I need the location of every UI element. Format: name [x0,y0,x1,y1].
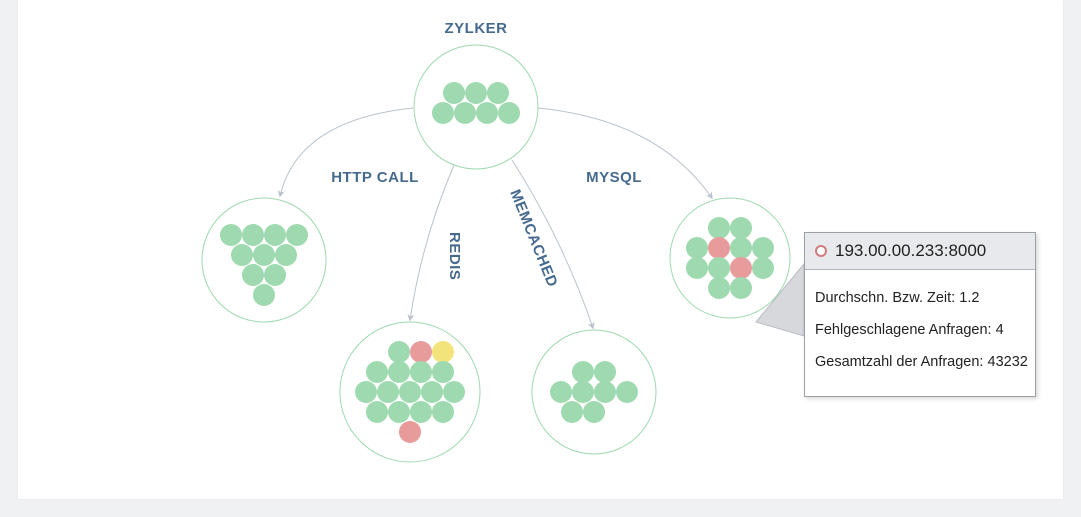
node-label-root: ZYLKER [445,20,508,37]
edge-label-memcached: MEMCACHED [506,187,561,289]
instance-dot[interactable] [388,341,410,363]
instance-dot[interactable] [388,401,410,423]
instance-dot[interactable] [432,361,454,383]
instance-dot[interactable] [730,257,752,279]
instance-dot[interactable] [264,264,286,286]
edge-label-redis: REDIS [446,232,463,280]
instance-dot[interactable] [410,341,432,363]
edge-memcached [512,160,593,328]
status-dot-icon [815,245,827,257]
edge-label-mysql: MYSQL [586,169,642,186]
tooltip-row: Durchschn. Bzw. Zeit: 1.2 [815,290,1023,306]
tooltip-row-label: Gesamtzahl der Anfragen: [815,354,983,370]
instance-dot[interactable] [242,264,264,286]
node-root[interactable]: ZYLKER [414,20,538,169]
tooltip-row-label: Durchschn. Bzw. Zeit: [815,290,955,306]
instance-dot[interactable] [253,284,275,306]
instance-dot[interactable] [752,237,774,259]
instance-dot[interactable] [616,381,638,403]
instance-dot[interactable] [432,401,454,423]
instance-dot[interactable] [366,361,388,383]
instance-dot[interactable] [443,82,465,104]
tooltip-row-value: 4 [996,322,1004,338]
tooltip-row: Fehlgeschlagene Anfragen: 4 [815,322,1023,338]
tooltip-row-label: Fehlgeschlagene Anfragen: [815,322,992,338]
instance-dot[interactable] [708,217,730,239]
instance-dot[interactable] [686,237,708,259]
instance-dot[interactable] [487,82,509,104]
instance-dot[interactable] [561,401,583,423]
instance-dot[interactable] [708,277,730,299]
instance-dot[interactable] [421,381,443,403]
node-http[interactable] [202,198,326,322]
node-memcached[interactable] [532,330,656,454]
node-tooltip: 193.00.00.233:8000 Durchschn. Bzw. Zeit:… [804,232,1036,397]
node-redis[interactable] [340,322,480,462]
instance-dot[interactable] [498,102,520,124]
edge-label-http: HTTP CALL [331,169,419,186]
instance-dot[interactable] [388,361,410,383]
instance-dot[interactable] [366,401,388,423]
instance-dot[interactable] [476,102,498,124]
instance-dot[interactable] [454,102,476,124]
instance-dot[interactable] [583,401,605,423]
instance-dot[interactable] [572,381,594,403]
instance-dot[interactable] [708,237,730,259]
instance-dot[interactable] [377,381,399,403]
tooltip-header: 193.00.00.233:8000 [805,233,1035,270]
node-mysql[interactable] [670,198,790,318]
instance-dot[interactable] [443,381,465,403]
instance-dot[interactable] [253,244,275,266]
diagram-panel: HTTP CALL REDIS MEMCACHED MYSQL ZYLKER 193.0… [18,0,1063,499]
instance-dot[interactable] [550,381,572,403]
tooltip-title: 193.00.00.233:8000 [835,241,986,261]
instance-dot[interactable] [432,341,454,363]
instance-dot[interactable] [730,217,752,239]
instance-dot[interactable] [399,381,421,403]
instance-dot[interactable] [686,257,708,279]
instance-dot[interactable] [242,224,264,246]
instance-dot[interactable] [752,257,774,279]
instance-dot[interactable] [594,361,616,383]
instance-dot[interactable] [465,82,487,104]
tooltip-row: Gesamtzahl der Anfragen: 43232 [815,354,1023,370]
instance-dot[interactable] [231,244,253,266]
instance-dot[interactable] [730,277,752,299]
instance-dot[interactable] [730,237,752,259]
instance-dot[interactable] [264,224,286,246]
instance-dot[interactable] [355,381,377,403]
instance-dot[interactable] [399,421,421,443]
instance-dot[interactable] [432,102,454,124]
instance-dot[interactable] [594,381,616,403]
instance-dot[interactable] [275,244,297,266]
tooltip-row-value: 43232 [988,354,1028,370]
tooltip-row-value: 1.2 [959,290,979,306]
instance-dot[interactable] [708,257,730,279]
instance-dot[interactable] [410,401,432,423]
instance-dot[interactable] [410,361,432,383]
instance-dot[interactable] [220,224,242,246]
instance-dot[interactable] [572,361,594,383]
tooltip-body: Durchschn. Bzw. Zeit: 1.2 Fehlgeschlagene… [805,270,1035,396]
instance-dot[interactable] [286,224,308,246]
